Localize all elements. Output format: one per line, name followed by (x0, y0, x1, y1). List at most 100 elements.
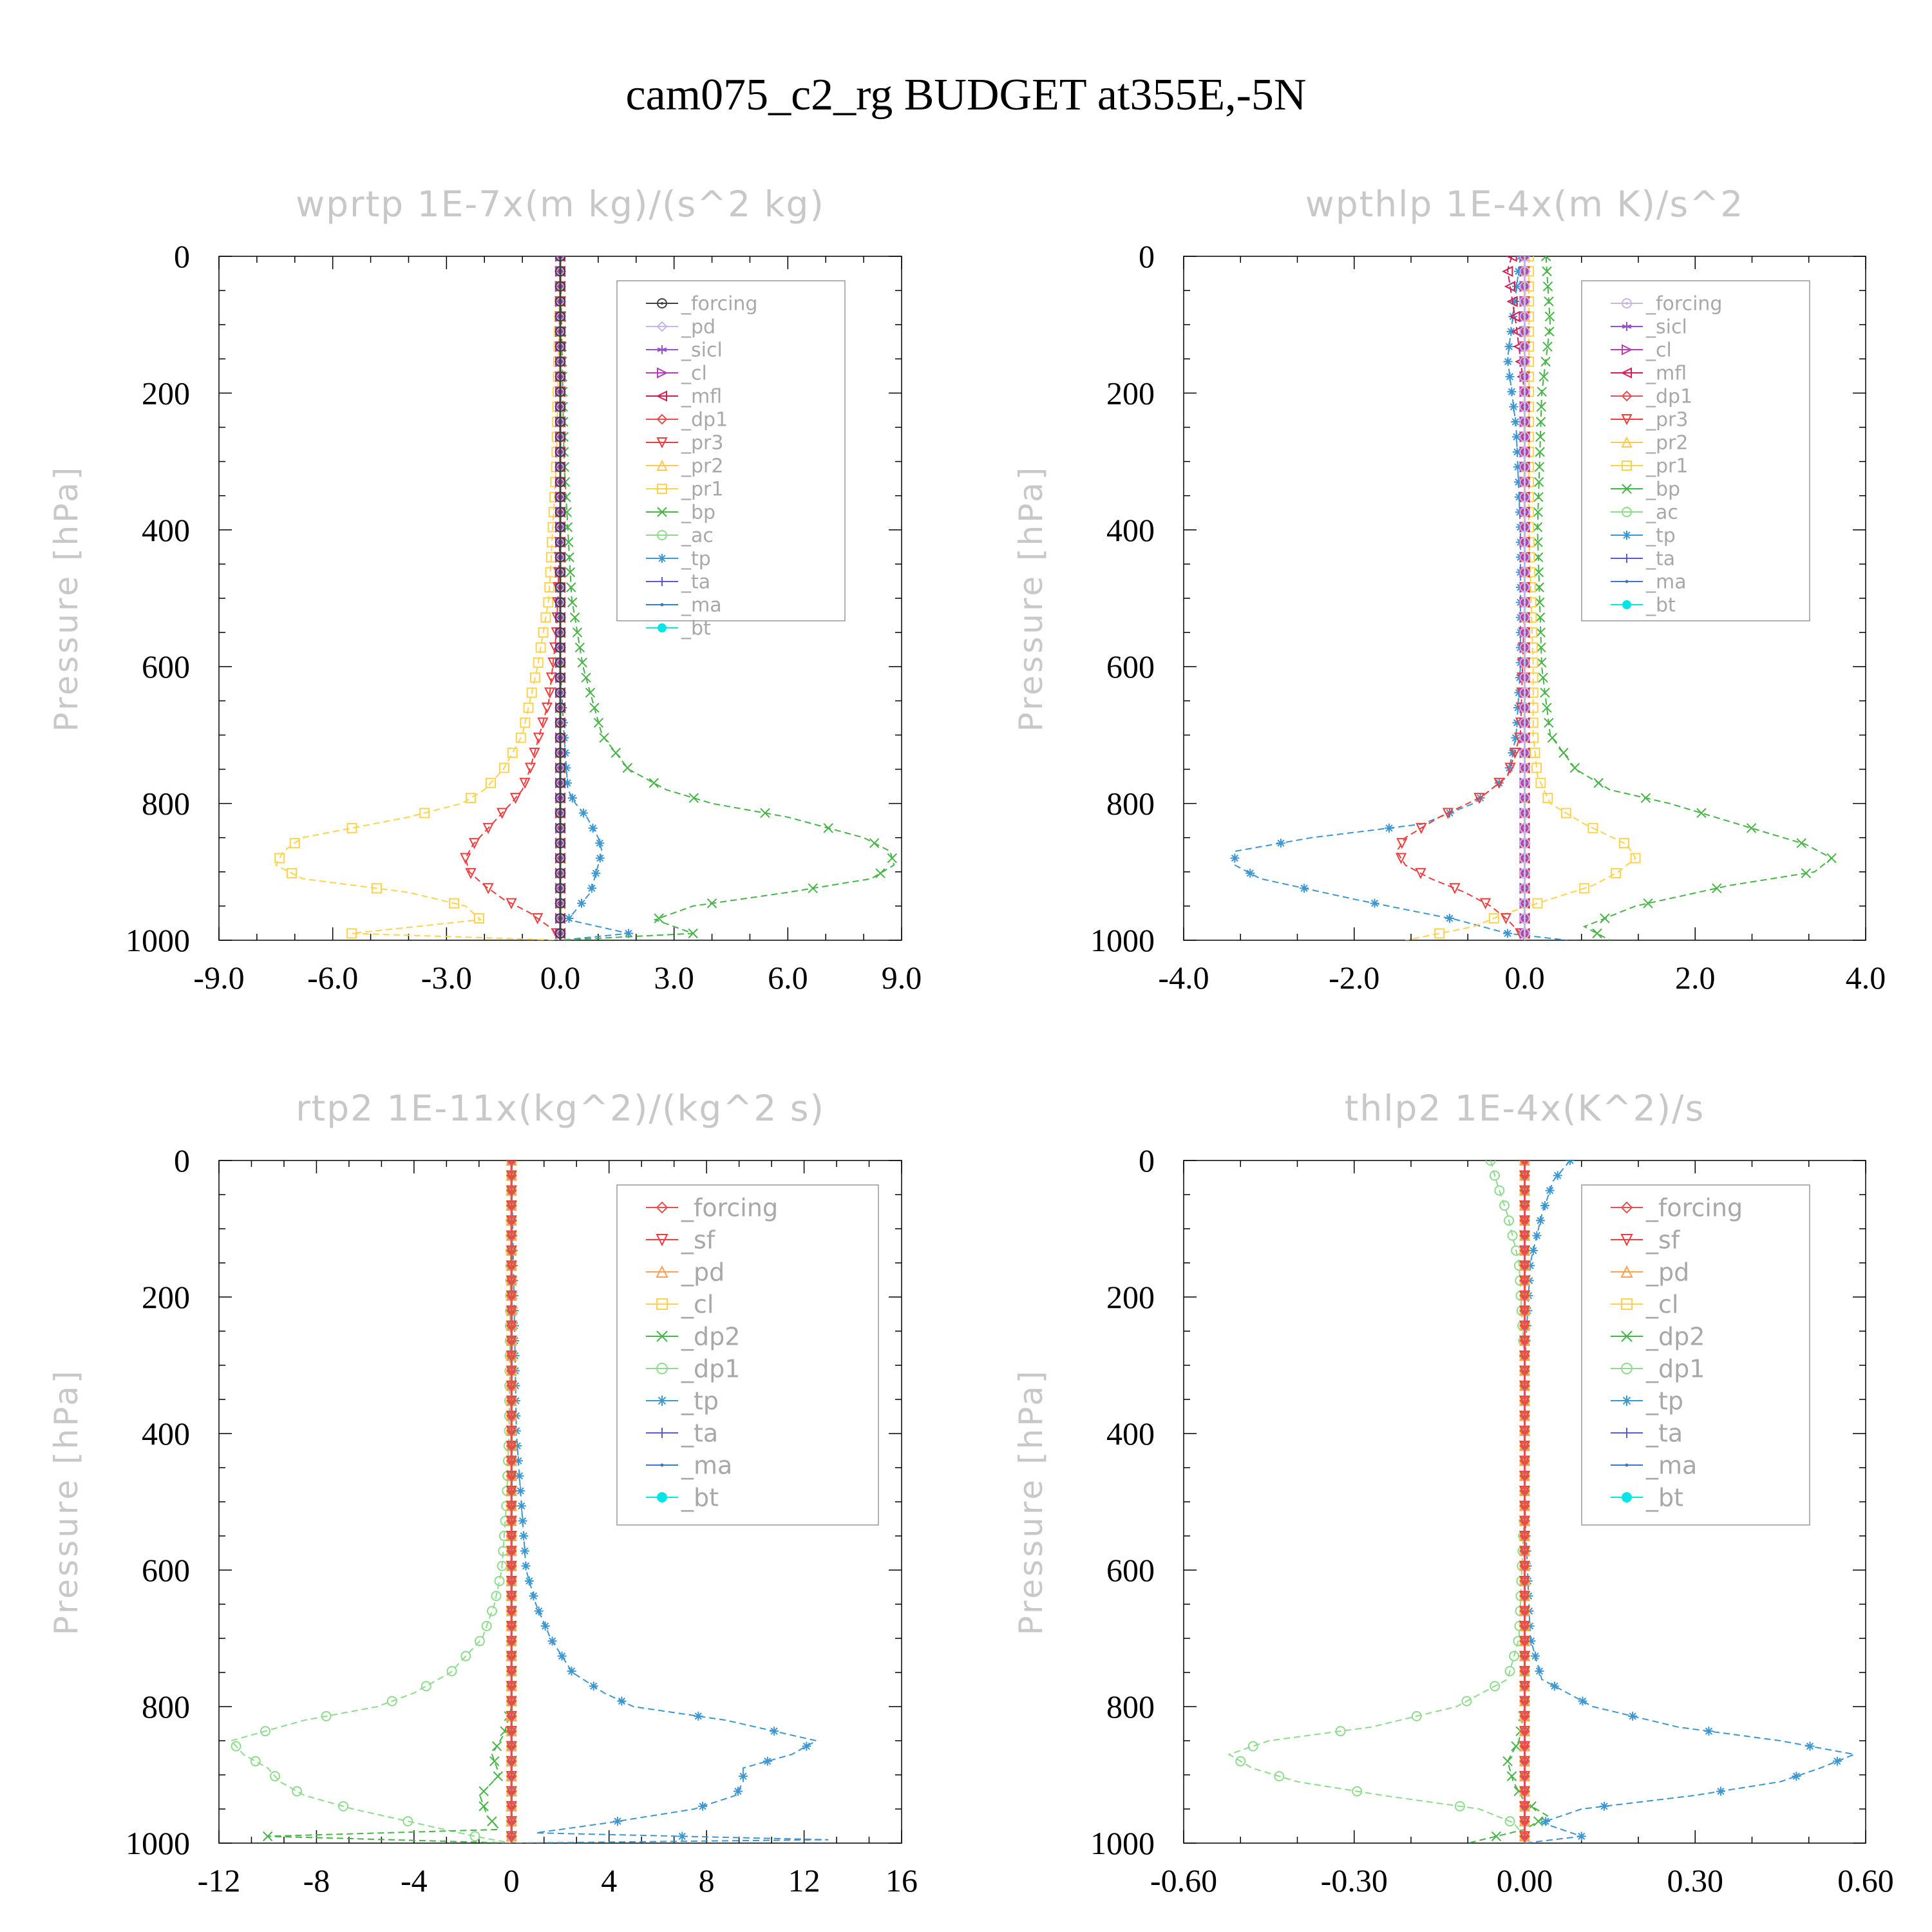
data-point (564, 914, 574, 923)
data-point (1504, 763, 1514, 773)
data-point (555, 627, 565, 638)
panel-2: wpthlp 1E-4x(m K)/s^2 Pressure [hPa] 0 200 4… (1012, 184, 1886, 996)
data-point (1512, 281, 1522, 291)
data-point (1532, 1231, 1542, 1240)
data-point (1542, 281, 1553, 292)
data-point (1534, 582, 1544, 592)
data-point (1506, 296, 1518, 307)
series-line (560, 256, 895, 940)
legend-label: _bt (1645, 594, 1676, 617)
data-point (515, 732, 526, 743)
data-point (1500, 913, 1511, 925)
data-point (1519, 1741, 1530, 1752)
y-tick-label: 800 (1106, 1689, 1155, 1725)
series-dp1 (1227, 1160, 1530, 1843)
legend-label: _bt (681, 1483, 719, 1511)
data-point (1579, 883, 1590, 894)
data-point (1560, 808, 1571, 819)
legend-label: _dp1 (681, 1354, 740, 1383)
y-tick-label: 400 (142, 512, 190, 548)
data-point (346, 822, 357, 833)
data-point (1519, 883, 1530, 894)
data-point (1519, 612, 1530, 623)
data-point (555, 928, 565, 939)
data-point (506, 1365, 517, 1376)
data-point (474, 1636, 485, 1647)
data-point (506, 1290, 517, 1302)
legend-label: _ma (681, 1451, 732, 1479)
data-point (506, 1160, 517, 1166)
data-point (1519, 296, 1530, 307)
data-point (1805, 1741, 1815, 1751)
data-point (875, 868, 886, 878)
data-point (506, 1260, 517, 1271)
data-point (1449, 883, 1461, 895)
legend-marker (1621, 1298, 1633, 1310)
legend-marker (656, 1265, 668, 1278)
legend-label: _cl (1645, 339, 1672, 362)
data-point (555, 793, 565, 804)
data-point (1519, 1756, 1530, 1767)
data-point (1542, 703, 1552, 713)
data-point (555, 462, 565, 473)
data-point (567, 597, 578, 608)
legend-label: _pd (681, 316, 715, 339)
data-point (274, 853, 285, 864)
legend-label: _sf (1645, 1226, 1681, 1254)
legend-marker (656, 1298, 668, 1310)
legend-label: _pd (681, 1258, 724, 1286)
data-point (555, 311, 565, 322)
data-point (1519, 1770, 1530, 1782)
legend-label: _tp (681, 1387, 719, 1415)
data-point (506, 1756, 517, 1767)
data-point (555, 536, 565, 547)
data-point (617, 1696, 627, 1706)
legend-entry: _ta (646, 1419, 718, 1447)
legend-entry: _sicl (646, 339, 723, 362)
data-point (1553, 1171, 1562, 1180)
x-tick-label: 0.0 (1504, 960, 1545, 996)
data-point (1519, 567, 1530, 578)
data-point (1535, 1216, 1545, 1226)
data-point (489, 1756, 500, 1766)
data-point (555, 401, 565, 412)
data-point (1479, 898, 1492, 909)
legend-marker (656, 390, 667, 402)
panel-title: wprtp 1E-7x(m kg)/(s^2 kg) (296, 184, 825, 225)
series-line (1234, 256, 1567, 940)
data-point (555, 371, 565, 382)
data-point (544, 687, 556, 699)
legend-label: _pr1 (681, 478, 723, 501)
data-point (1247, 1741, 1258, 1752)
data-point (260, 1726, 270, 1737)
legend-label: _dp1 (681, 409, 728, 431)
legend-label: _bp (1645, 478, 1680, 501)
data-point (1519, 522, 1530, 533)
legend-entry: _sf (646, 1226, 716, 1254)
data-point (510, 1351, 520, 1361)
series-dp1 (230, 1160, 517, 1843)
y-tick-label: 200 (1106, 1279, 1155, 1315)
data-point (1533, 552, 1544, 562)
legend-label: _dp1 (1645, 1354, 1705, 1383)
data-point (1801, 868, 1812, 878)
data-point (555, 808, 565, 819)
data-point (1519, 356, 1530, 367)
data-point (1519, 1665, 1530, 1677)
data-point (1519, 462, 1530, 473)
data-point (1352, 1786, 1363, 1797)
data-point (520, 1546, 529, 1556)
data-point (513, 1456, 523, 1466)
legend-entry: _ta (1611, 548, 1675, 571)
data-point (555, 732, 565, 743)
data-point (1511, 432, 1521, 442)
legend-marker (1625, 580, 1629, 583)
panel-3: rtp2 1E-11x(kg^2)/(kg^2 s) Pressure [hPa]… (48, 1088, 918, 1899)
panel-1: wprtp 1E-7x(m kg)/(s^2 kg) Pressure [hPa]… (48, 184, 922, 996)
legend-label: _ac (681, 525, 714, 547)
data-point (1335, 1726, 1346, 1737)
data-point (1521, 1531, 1531, 1540)
legend-label: _sicl (681, 339, 723, 362)
data-point (250, 1756, 261, 1766)
data-point (1519, 1380, 1530, 1392)
